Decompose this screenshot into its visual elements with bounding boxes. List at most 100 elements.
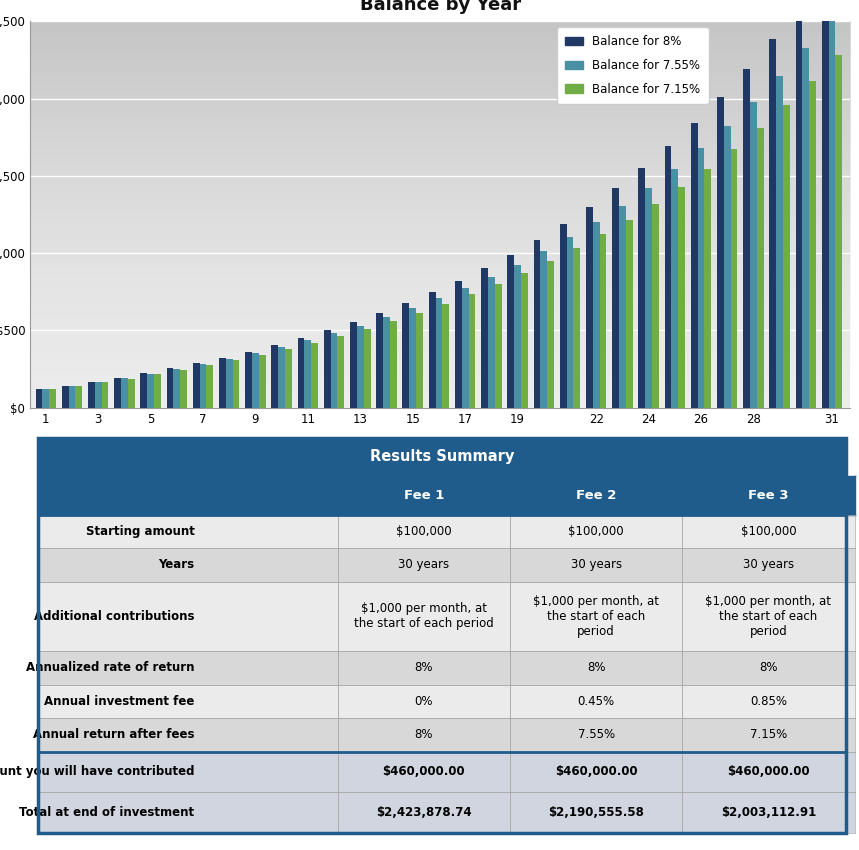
Bar bbox=[547, 261, 554, 408]
Bar bbox=[356, 326, 363, 408]
Text: $2,003,112.91: $2,003,112.91 bbox=[721, 807, 816, 819]
Bar bbox=[757, 128, 764, 408]
Bar bbox=[167, 368, 174, 408]
Text: $1,000 per month, at
the start of each
period: $1,000 per month, at the start of each p… bbox=[533, 595, 659, 638]
Bar bbox=[390, 321, 397, 408]
Text: $460,000.00: $460,000.00 bbox=[727, 766, 810, 779]
Bar bbox=[682, 718, 855, 751]
Bar bbox=[533, 240, 540, 408]
Bar bbox=[338, 718, 510, 751]
Text: $1,000 per month, at
the start of each period: $1,000 per month, at the start of each p… bbox=[354, 603, 494, 631]
Text: 30 years: 30 years bbox=[399, 558, 449, 571]
Bar bbox=[416, 313, 423, 408]
Bar bbox=[510, 792, 682, 833]
Bar bbox=[338, 336, 344, 408]
Bar bbox=[192, 363, 199, 408]
Bar bbox=[304, 341, 311, 408]
Bar bbox=[338, 581, 510, 651]
Text: 0.45%: 0.45% bbox=[577, 694, 615, 708]
Bar bbox=[682, 792, 855, 833]
Text: Annual investment fee: Annual investment fee bbox=[44, 694, 194, 708]
Bar bbox=[679, 187, 685, 408]
Bar bbox=[495, 284, 502, 408]
Text: Annualized rate of return: Annualized rate of return bbox=[26, 661, 194, 674]
Bar bbox=[717, 97, 724, 408]
Bar bbox=[252, 354, 259, 408]
Bar bbox=[363, 329, 370, 408]
Bar bbox=[691, 122, 698, 408]
Bar bbox=[586, 207, 593, 408]
Bar bbox=[802, 48, 809, 408]
Bar bbox=[114, 377, 121, 408]
Bar bbox=[829, 18, 836, 408]
Bar bbox=[219, 358, 226, 408]
Bar bbox=[750, 102, 757, 408]
Text: $100,000: $100,000 bbox=[396, 525, 452, 538]
Bar bbox=[69, 386, 76, 408]
Bar bbox=[245, 352, 252, 408]
Bar bbox=[49, 389, 56, 408]
Text: Years: Years bbox=[158, 558, 194, 571]
Bar bbox=[409, 309, 416, 408]
Bar bbox=[101, 382, 108, 408]
Bar bbox=[682, 751, 855, 792]
Bar bbox=[338, 751, 510, 792]
Bar bbox=[62, 386, 69, 408]
Bar bbox=[429, 292, 436, 408]
Bar bbox=[682, 548, 855, 581]
Bar bbox=[510, 718, 682, 751]
Bar bbox=[481, 268, 488, 408]
Bar bbox=[510, 684, 682, 718]
Bar bbox=[488, 277, 495, 408]
Bar bbox=[510, 548, 682, 581]
Bar bbox=[39, 751, 338, 792]
Bar bbox=[383, 317, 390, 408]
Bar bbox=[468, 294, 475, 408]
Bar bbox=[226, 359, 233, 408]
Bar bbox=[809, 81, 816, 408]
Bar bbox=[682, 651, 855, 684]
Bar bbox=[174, 369, 180, 408]
Text: Starting amount: Starting amount bbox=[86, 525, 194, 538]
Bar bbox=[180, 370, 187, 408]
Bar bbox=[638, 168, 645, 408]
Bar bbox=[795, 7, 802, 408]
Text: 30 years: 30 years bbox=[570, 558, 622, 571]
Text: 30 years: 30 years bbox=[743, 558, 794, 571]
Bar bbox=[593, 222, 600, 408]
Text: 0%: 0% bbox=[415, 694, 433, 708]
Bar bbox=[672, 168, 679, 408]
Bar bbox=[88, 382, 94, 408]
Text: 8%: 8% bbox=[759, 661, 777, 674]
Bar bbox=[39, 684, 338, 718]
Bar bbox=[508, 254, 515, 408]
Text: $460,000.00: $460,000.00 bbox=[555, 766, 637, 779]
Bar bbox=[626, 219, 632, 408]
Bar bbox=[540, 252, 547, 408]
Bar bbox=[39, 514, 338, 548]
Bar bbox=[510, 514, 682, 548]
Bar bbox=[128, 378, 135, 408]
Bar bbox=[743, 70, 750, 408]
Bar bbox=[121, 378, 128, 408]
Bar bbox=[698, 148, 704, 408]
Bar bbox=[770, 39, 777, 408]
Bar bbox=[35, 389, 42, 408]
Bar bbox=[311, 343, 318, 408]
Bar bbox=[783, 105, 790, 408]
Bar bbox=[42, 389, 49, 408]
Bar bbox=[338, 651, 510, 684]
Text: Total at end of investment: Total at end of investment bbox=[20, 807, 194, 819]
Bar bbox=[510, 581, 682, 651]
Text: 8%: 8% bbox=[415, 661, 433, 674]
Bar bbox=[510, 751, 682, 792]
Bar bbox=[39, 792, 338, 833]
Bar bbox=[259, 354, 265, 408]
Bar bbox=[724, 126, 731, 408]
Bar bbox=[521, 273, 527, 408]
Bar bbox=[39, 651, 338, 684]
Bar bbox=[338, 792, 510, 833]
Bar bbox=[573, 248, 580, 408]
Bar bbox=[76, 386, 82, 408]
Legend: Balance for 8%, Balance for 7.55%, Balance for 7.15%: Balance for 8%, Balance for 7.55%, Balan… bbox=[557, 27, 709, 104]
